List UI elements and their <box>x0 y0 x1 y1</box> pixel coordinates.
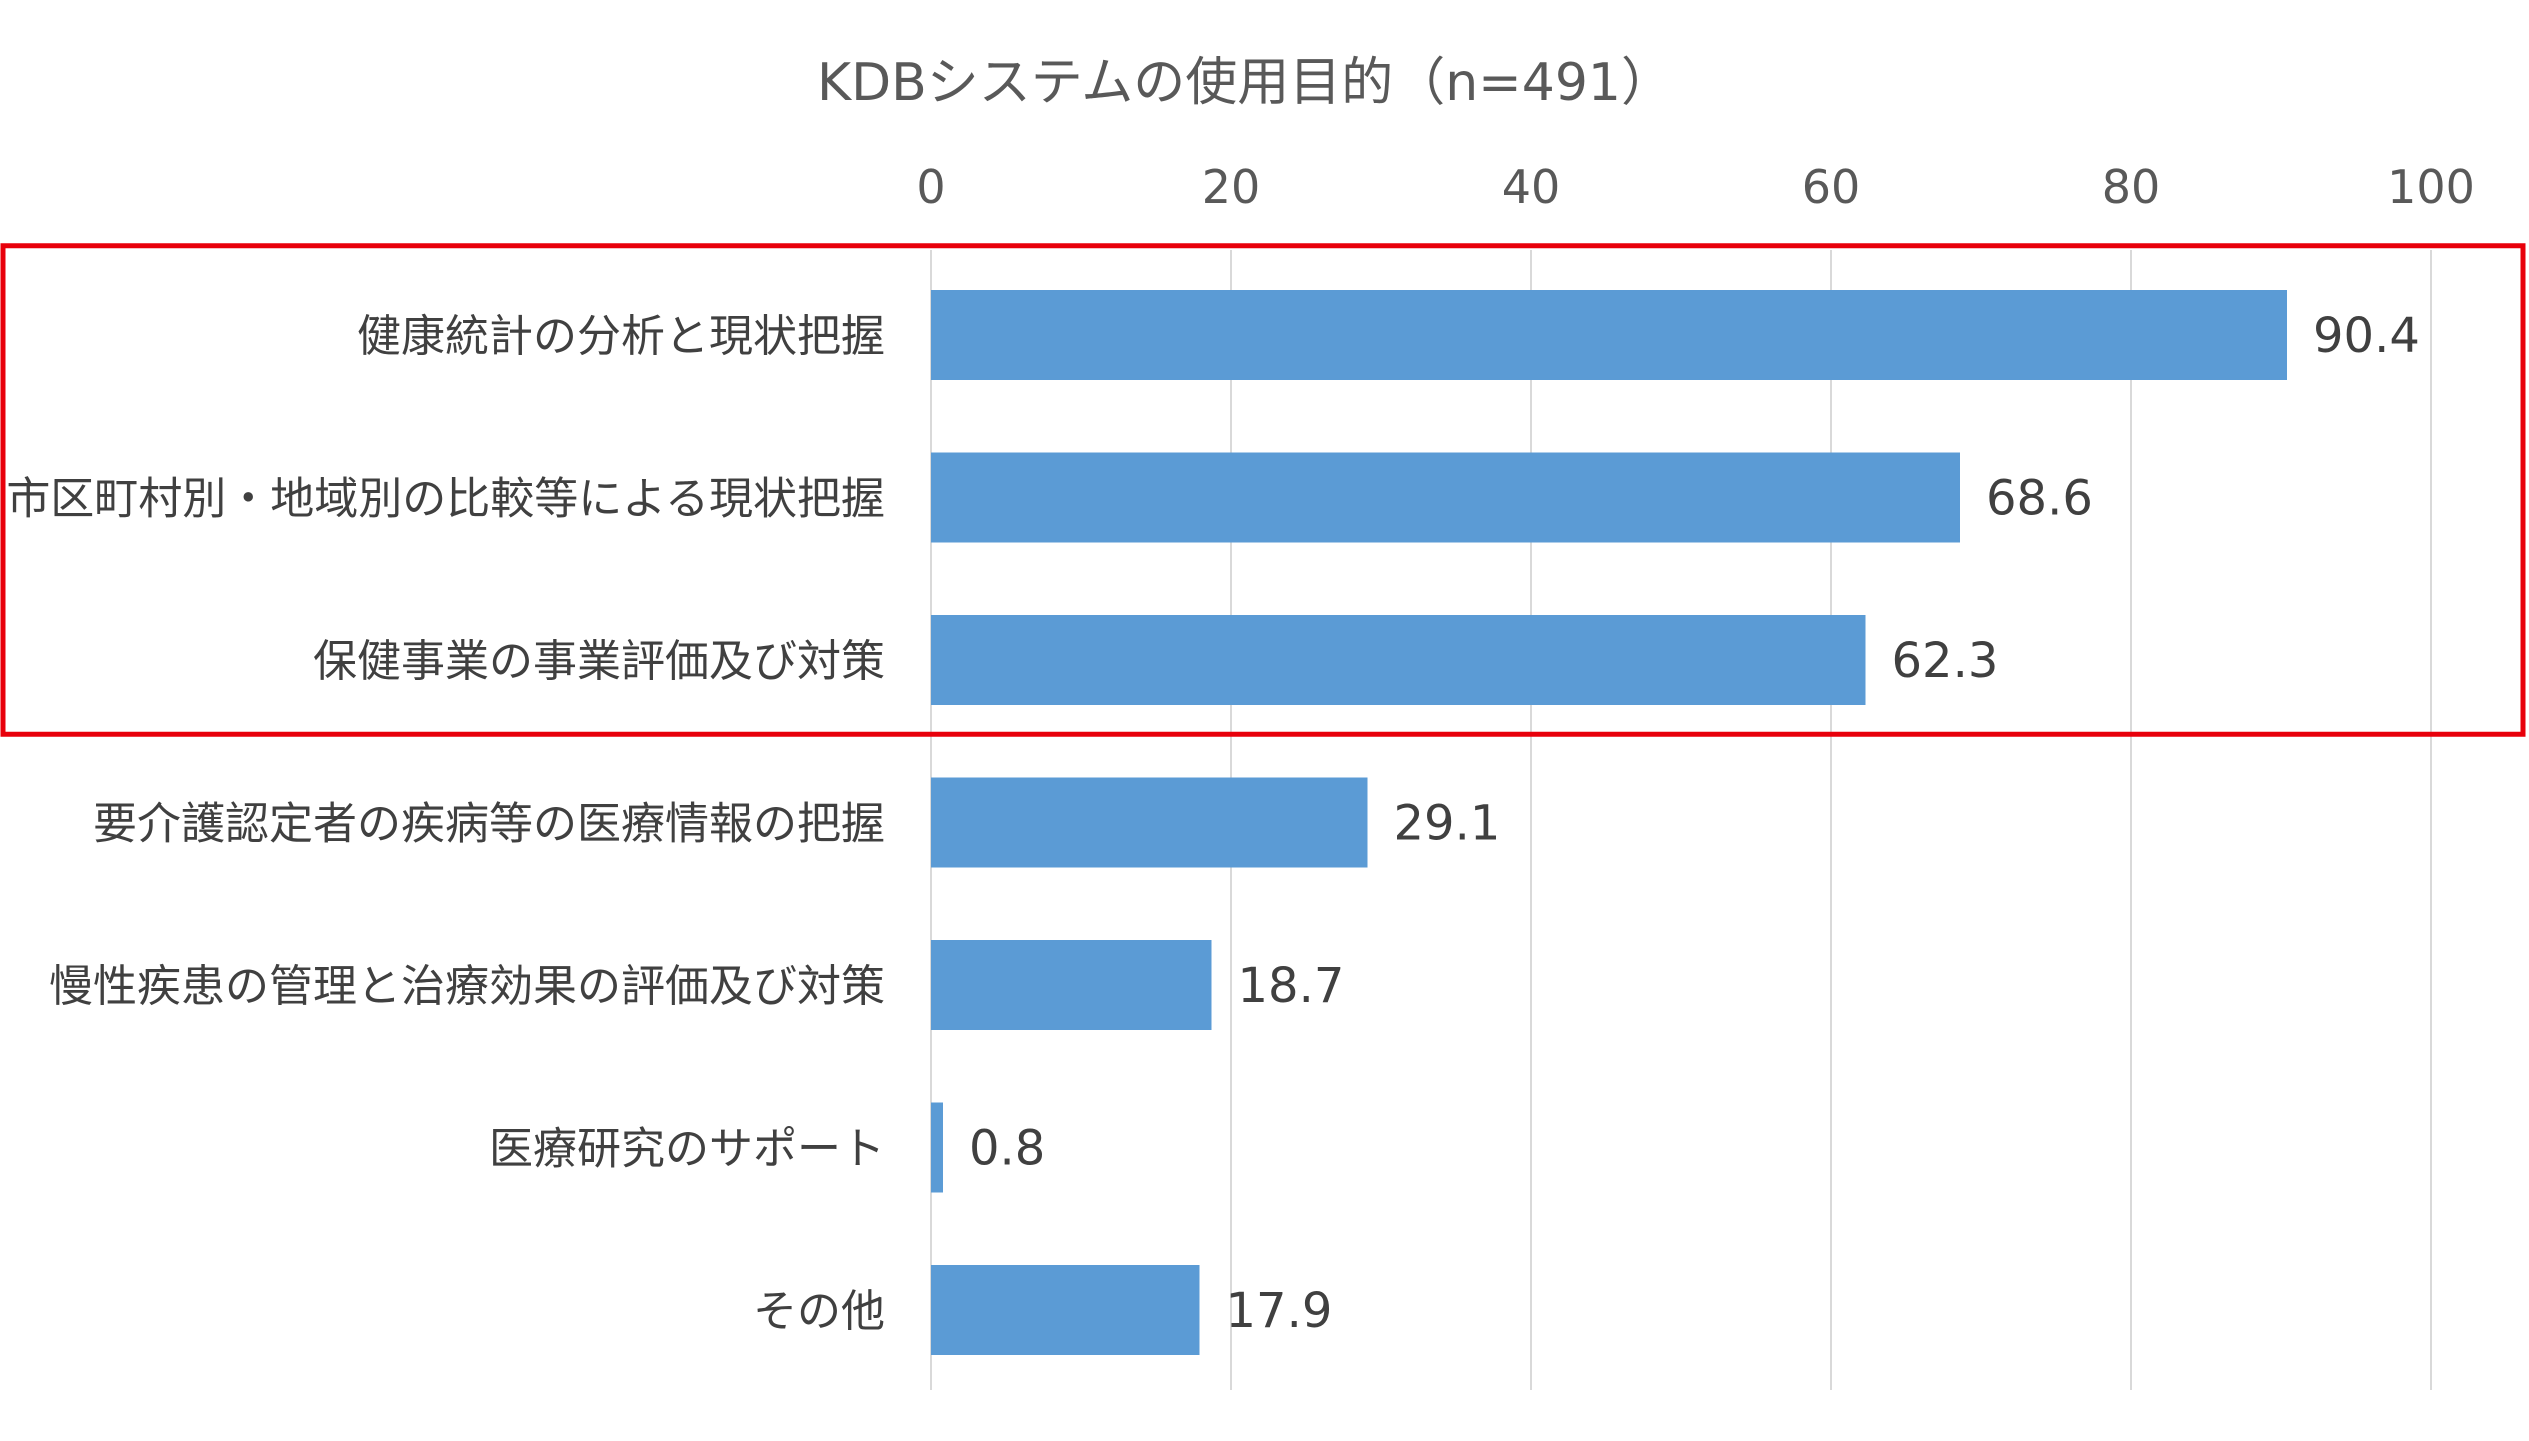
value-label: 0.8 <box>969 1121 1045 1177</box>
category-label: 健康統計の分析と現状把握 <box>357 311 885 362</box>
gridlines <box>930 250 2432 1390</box>
x-tick-label: 60 <box>1802 160 1861 214</box>
value-label: 29.1 <box>1394 796 1501 852</box>
category-label: その他 <box>753 1286 885 1337</box>
category-label: 要介護認定者の疾病等の医療情報の把握 <box>93 799 885 850</box>
bar <box>931 940 1212 1030</box>
category-labels: 健康統計の分析と現状把握市区町村別・地域別の比較等による現状把握保健事業の事業評… <box>6 311 885 1337</box>
x-tick-label: 80 <box>2102 160 2161 214</box>
bar <box>931 777 1368 868</box>
value-label: 18.7 <box>1238 958 1345 1014</box>
chart-title: KDBシステムの使用目的（n=491） <box>817 53 1673 113</box>
x-tick-label: 20 <box>1202 160 1261 214</box>
bar <box>931 290 2287 380</box>
bar <box>931 452 1960 543</box>
bar <box>931 1265 1200 1355</box>
category-label: 慢性疾患の管理と治療効果の評価及び対策 <box>49 961 885 1012</box>
x-axis-ticks: 0 20 40 60 80 100 <box>916 160 2475 214</box>
category-label: 医療研究のサポート <box>489 1124 885 1175</box>
value-label: 90.4 <box>2313 308 2420 364</box>
highlight-box <box>0 243 2526 737</box>
x-tick-label: 40 <box>1502 160 1561 214</box>
x-tick-label: 100 <box>2387 160 2475 214</box>
value-label: 17.9 <box>1226 1283 1333 1339</box>
x-tick-label: 0 <box>916 160 945 214</box>
value-label: 62.3 <box>1892 633 1999 689</box>
category-label: 保健事業の事業評価及び対策 <box>313 636 885 687</box>
bar <box>931 1102 943 1193</box>
category-label: 市区町村別・地域別の比較等による現状把握 <box>6 474 885 525</box>
value-labels: 90.4 68.6 62.3 29.1 18.7 0.8 17.9 <box>969 308 2420 1339</box>
bar <box>931 615 1866 705</box>
bars <box>931 290 2287 1355</box>
value-label: 68.6 <box>1986 471 2093 527</box>
